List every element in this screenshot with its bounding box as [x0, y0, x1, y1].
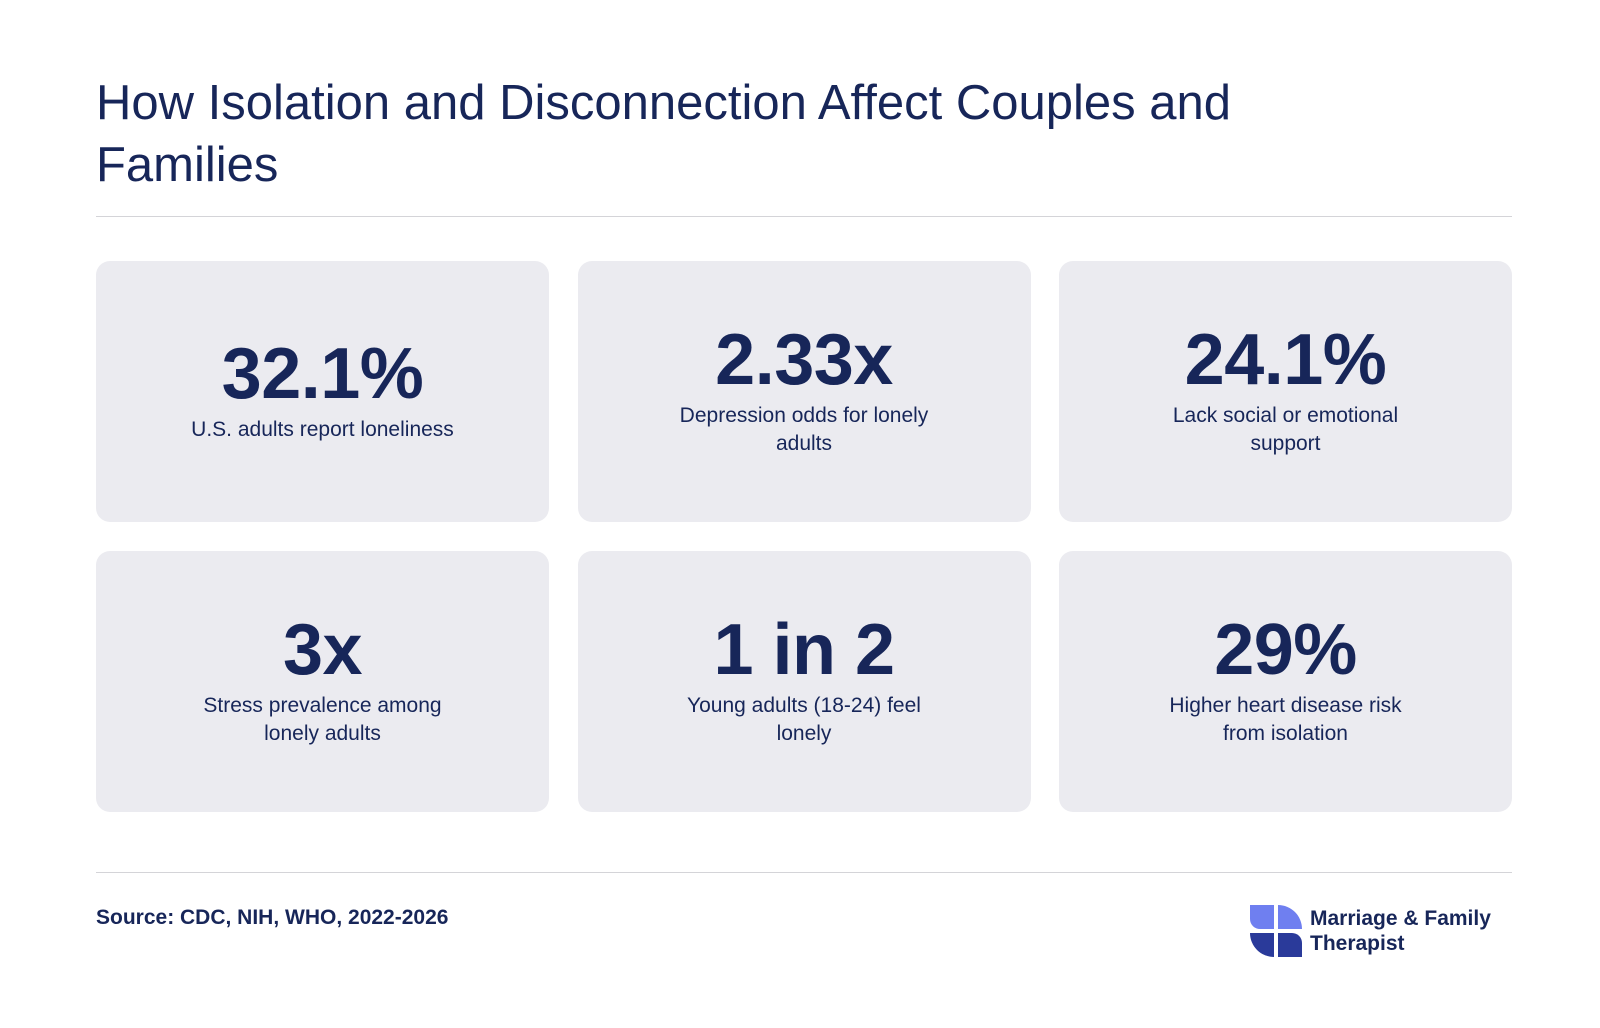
page-title: How Isolation and Disconnection Affect C… — [96, 76, 1231, 192]
stat-card: 1 in 2 Young adults (18-24) feel lonely — [577, 551, 1031, 812]
stat-value: 32.1% — [221, 333, 424, 414]
stat-label: U.S. adults report loneliness — [191, 417, 454, 441]
stat-value: 3x — [282, 609, 363, 690]
brand-logo: Marriage & Family Therapist — [1250, 905, 1520, 957]
footer-divider — [96, 872, 1512, 873]
header-divider — [96, 216, 1512, 217]
stat-label: Lack social or emotional support — [1172, 403, 1399, 455]
stat-card: 29% Higher heart disease risk from isola… — [1059, 551, 1512, 812]
stat-label: Young adults (18-24) feel lonely — [687, 693, 921, 745]
stats-grid: 32.1% U.S. adults report loneliness 2.33… — [96, 261, 1512, 812]
stat-value: 29% — [1214, 609, 1357, 690]
stat-label: Higher heart disease risk from isolation — [1169, 693, 1402, 745]
stat-label: Depression odds for lonely adults — [679, 403, 929, 455]
stat-card: 24.1% Lack social or emotional support — [1059, 261, 1512, 522]
stat-value: 24.1% — [1184, 319, 1387, 400]
stat-value: 1 in 2 — [713, 609, 895, 690]
source-citation: Source: CDC, NIH, WHO, 2022-2026 — [96, 906, 449, 929]
stat-label: Stress prevalence among lonely adults — [203, 693, 442, 745]
stat-value: 2.33x — [715, 319, 893, 400]
brand-name: Marriage & Family Therapist — [1310, 907, 1491, 955]
stat-card: 2.33x Depression odds for lonely adults — [577, 261, 1031, 522]
stat-card: 3x Stress prevalence among lonely adults — [96, 551, 549, 812]
pinwheel-logo-icon — [1250, 905, 1302, 957]
stat-card: 32.1% U.S. adults report loneliness — [96, 261, 549, 522]
